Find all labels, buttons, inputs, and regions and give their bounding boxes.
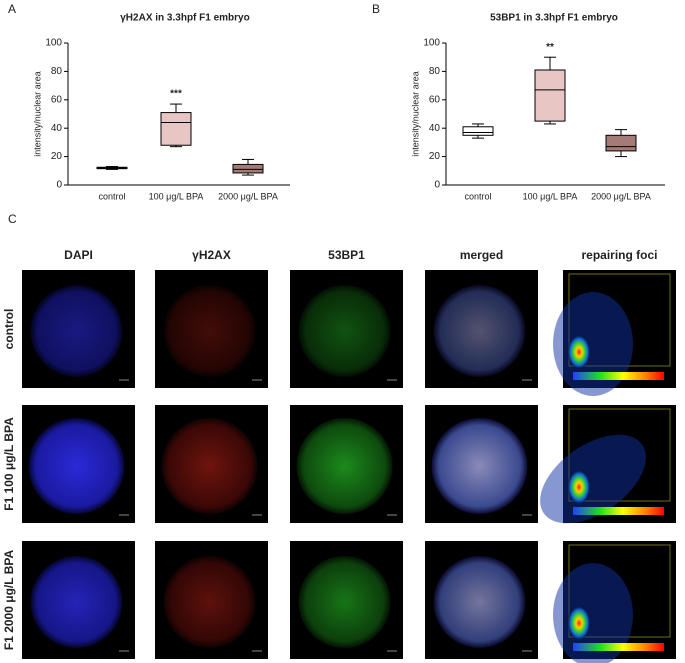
y-tick-label: 80 xyxy=(51,66,63,77)
embryo xyxy=(161,418,258,514)
y-tick-label: 0 xyxy=(56,180,62,191)
y-tick-label: 60 xyxy=(51,94,63,105)
significance: *** xyxy=(170,89,182,100)
column-header: repairing foci xyxy=(581,248,657,262)
y-tick-label: 20 xyxy=(51,151,63,162)
column-header: DAPI xyxy=(64,248,93,262)
y-tick-label: 0 xyxy=(434,180,440,191)
row-label: F1 2000 μg/L BPA xyxy=(2,550,16,651)
y-tick-label: 100 xyxy=(45,38,62,49)
x-tick-label: control xyxy=(464,191,491,201)
box xyxy=(160,112,192,146)
column-header: 53BP1 xyxy=(328,248,365,262)
box xyxy=(232,163,264,174)
x-tick-label: 100 μg/L BPA xyxy=(523,191,578,201)
y-axis-label: intensity/nuclear area xyxy=(32,71,42,157)
column-header: merged xyxy=(460,248,503,262)
embryo xyxy=(298,285,391,377)
y-tick-label: 80 xyxy=(429,66,441,77)
x-tick-label: 2000 μg/L BPA xyxy=(218,191,278,201)
embryo xyxy=(163,556,256,648)
x-tick-label: 100 μg/L BPA xyxy=(149,191,204,201)
embryo xyxy=(431,418,528,514)
embryo xyxy=(298,556,391,648)
embryo xyxy=(433,285,526,377)
panel-label: B xyxy=(372,2,380,16)
box xyxy=(462,126,494,136)
significance: ** xyxy=(546,42,554,53)
y-tick-label: 40 xyxy=(51,123,63,134)
column-header: γH2AX xyxy=(192,248,231,262)
embryo xyxy=(296,418,393,514)
color-scale xyxy=(573,372,664,380)
embryo xyxy=(433,556,526,648)
color-scale xyxy=(573,507,664,515)
row-label: F1 100 μg/L BPA xyxy=(2,417,16,511)
chart-title: γH2AX in 3.3hpf F1 embryo xyxy=(120,13,249,24)
density-hotspot xyxy=(567,469,591,505)
y-axis-label: intensity/nuclear area xyxy=(410,71,420,157)
y-tick-label: 40 xyxy=(429,123,441,134)
color-scale xyxy=(573,643,664,651)
y-tick-label: 20 xyxy=(429,151,441,162)
box xyxy=(534,69,566,122)
row-label: control xyxy=(2,309,16,350)
embryo xyxy=(28,418,125,514)
box xyxy=(605,134,637,152)
density-hotspot xyxy=(567,605,591,641)
x-tick-label: control xyxy=(98,191,125,201)
scatter-cloud xyxy=(553,292,633,396)
panel-label: C xyxy=(8,212,17,226)
chart-title: 53BP1 in 3.3hpf F1 embryo xyxy=(490,13,618,24)
x-tick-label: 2000 μg/L BPA xyxy=(591,191,651,201)
embryo xyxy=(163,285,256,377)
y-tick-label: 100 xyxy=(423,38,440,49)
density-hotspot xyxy=(567,334,591,370)
panel-label: A xyxy=(8,2,16,16)
scatter-cloud xyxy=(540,434,646,524)
embryo xyxy=(30,556,123,648)
embryo xyxy=(30,285,123,377)
y-tick-label: 60 xyxy=(429,94,441,105)
